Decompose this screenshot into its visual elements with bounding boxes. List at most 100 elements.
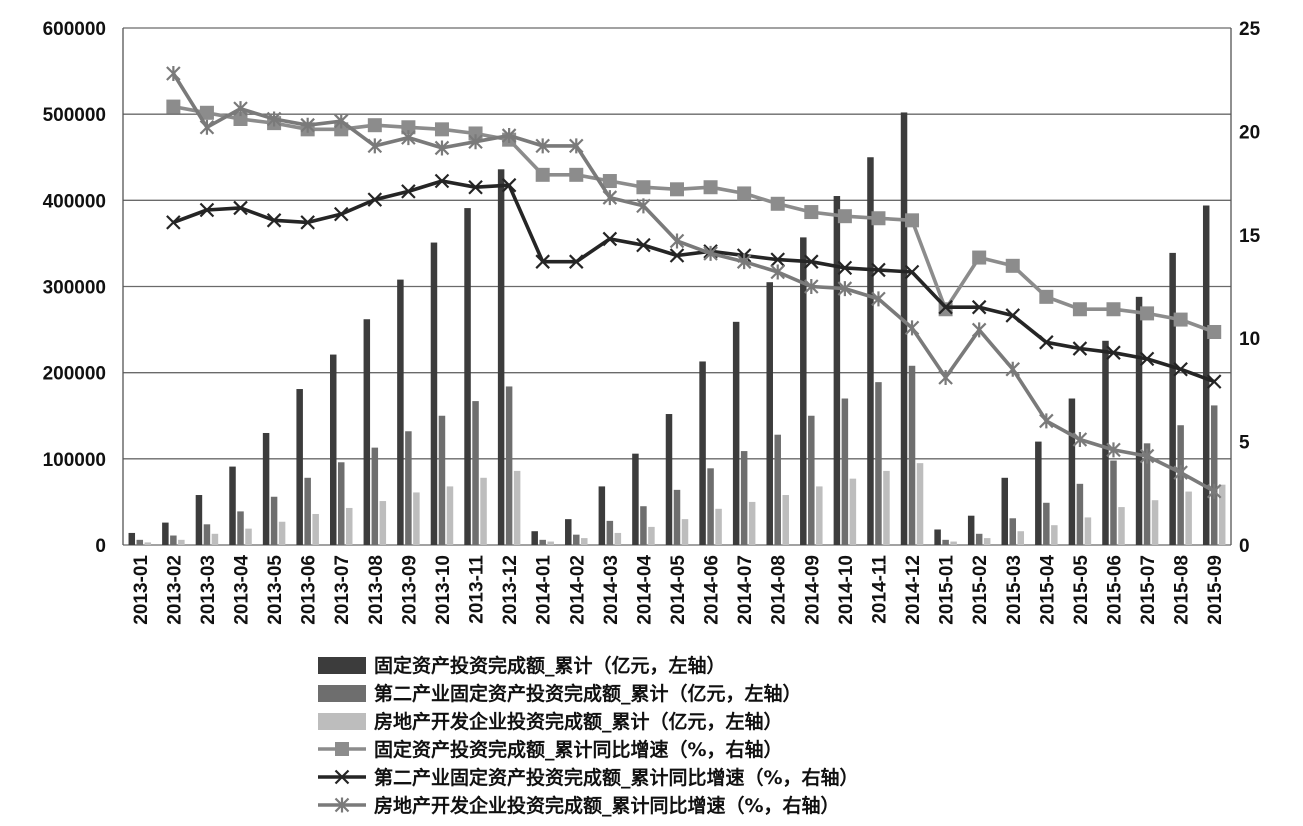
point-s2 (1173, 361, 1188, 377)
bar-s1 (565, 519, 572, 545)
bar-s3 (748, 501, 756, 545)
point-s2 (501, 177, 517, 193)
point-s3 (904, 320, 920, 336)
y-right-tick-label: 5 (1239, 433, 1250, 454)
point-s2 (266, 213, 282, 228)
point-s1 (737, 186, 752, 201)
x-tick-label: 2015-05 (1071, 555, 1092, 625)
point-s2 (1106, 345, 1121, 360)
y-left-tick-label: 600000 (43, 19, 106, 40)
bar-s2 (1043, 502, 1050, 545)
legend-marker-s2 (334, 769, 350, 785)
point-s1 (905, 213, 920, 228)
point-s3 (1106, 442, 1121, 458)
x-tick-label: 2013-05 (265, 555, 286, 625)
point-s2 (1206, 374, 1222, 389)
y-right-tick-label: 20 (1239, 122, 1260, 143)
bar-s1 (732, 321, 740, 545)
x-tick-label: 2014-08 (769, 555, 790, 625)
bar-s2 (908, 365, 916, 545)
point-s1 (166, 99, 181, 114)
bar-s3 (816, 486, 823, 545)
point-s3 (636, 198, 651, 214)
bar-s1 (967, 515, 975, 545)
point-s2 (971, 299, 987, 315)
bar-s1 (867, 157, 874, 545)
point-s3 (300, 117, 315, 133)
bar-s3 (1118, 507, 1125, 545)
point-s1 (804, 205, 819, 220)
bar-s2 (505, 386, 513, 545)
line-s2 (172, 179, 1215, 384)
point-s1 (770, 196, 785, 211)
bar-s1 (1068, 398, 1076, 545)
point-s2 (199, 202, 215, 218)
point-s2 (770, 252, 786, 267)
bar-s3 (211, 533, 219, 545)
bar-s3 (1084, 517, 1092, 545)
bar-s1 (128, 532, 136, 545)
point-s3 (736, 254, 752, 270)
bar-s3 (1017, 531, 1025, 545)
point-s1 (367, 118, 382, 133)
point-s1 (535, 167, 550, 182)
x-tick-label: 2013-07 (332, 555, 353, 625)
x-tick-label: 2014-11 (869, 555, 890, 624)
bar-s1 (665, 414, 673, 545)
bar-s2 (1210, 405, 1218, 545)
bar-s3 (379, 501, 387, 545)
bar-s2 (237, 511, 244, 545)
x-tick-label: 2013-02 (164, 555, 185, 625)
point-s3 (1072, 432, 1088, 448)
point-s3 (568, 138, 584, 154)
point-s1 (1106, 302, 1121, 317)
bar-s3 (581, 538, 588, 545)
point-s3 (333, 113, 349, 129)
bar-s3 (715, 508, 722, 545)
point-s2 (1039, 335, 1054, 350)
bar-s2 (606, 520, 614, 545)
bar-s2 (136, 539, 144, 545)
legend-marker-s3 (334, 797, 350, 813)
bar-s1 (699, 361, 706, 545)
point-s2 (804, 254, 819, 269)
point-s2 (938, 299, 953, 315)
x-tick-label: 2013-06 (299, 555, 320, 625)
x-tick-label: 2015-03 (1004, 555, 1025, 625)
point-s3 (401, 130, 416, 146)
point-s1 (602, 174, 617, 189)
x-tick-label: 2015-08 (1172, 555, 1193, 625)
point-s3 (1173, 465, 1188, 481)
bar-s3 (278, 521, 286, 545)
bar-s3 (480, 477, 487, 545)
bar-s2 (405, 431, 412, 545)
point-s3 (501, 128, 517, 144)
bar-s2 (371, 447, 379, 545)
point-s3 (434, 140, 450, 156)
bar-s1 (531, 531, 538, 545)
bar-s2 (573, 534, 580, 545)
legend-label-bar-s1: 固定资产投资完成额_累计（亿元，左轴） (374, 654, 726, 677)
x-tick-label: 2014-04 (634, 555, 655, 625)
point-s2 (233, 200, 248, 216)
point-s1 (569, 167, 584, 182)
y-right-tick-label: 10 (1239, 329, 1260, 350)
point-s3 (1139, 448, 1155, 464)
point-s3 (770, 264, 786, 280)
bar-s2 (1009, 518, 1017, 545)
point-s3 (1206, 483, 1222, 499)
point-s2 (166, 215, 181, 230)
bar-s2 (707, 468, 714, 545)
bar-s2 (808, 415, 815, 545)
x-tick-label: 2015-09 (1205, 555, 1226, 625)
bar-s1 (1102, 340, 1109, 545)
bar-s1 (296, 389, 303, 545)
bar-s2 (270, 496, 278, 545)
bar-s3 (413, 492, 420, 545)
legend-swatch-bar-s3 (318, 713, 366, 730)
bar-s2 (337, 462, 345, 545)
bar-s2 (1076, 483, 1084, 545)
point-s3 (1039, 413, 1054, 429)
y-right-tick-label: 15 (1239, 226, 1261, 247)
